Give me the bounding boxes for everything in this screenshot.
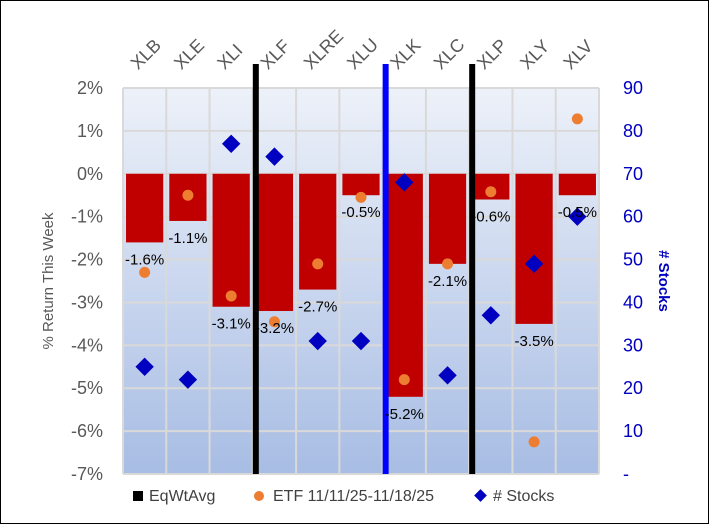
stocks-point — [265, 147, 284, 166]
bar-data-label: -5.2% — [385, 406, 424, 423]
x-tick-label: XLC — [430, 34, 469, 73]
etf-point — [182, 189, 194, 201]
stocks-point — [308, 331, 327, 351]
bar-eqwtavg — [299, 173, 337, 290]
x-tick-label: XLY — [516, 36, 553, 73]
bar-data-label: -2.7% — [298, 299, 337, 316]
bar-data-label: -3.2% — [255, 320, 294, 337]
y2-tick-label: 70 — [623, 164, 643, 184]
y2-tick-label: 90 — [623, 78, 643, 98]
y2-tick-label: 80 — [623, 121, 643, 141]
x-tick-label: XLI — [213, 40, 246, 73]
etf-point — [398, 374, 410, 386]
x-tick-label: XLRE — [300, 26, 347, 73]
y2-tick-label: 10 — [623, 421, 643, 441]
bar-eqwtavg — [212, 173, 250, 307]
bar-data-label: -3.1% — [212, 316, 251, 333]
bar-eqwtavg — [342, 173, 380, 196]
x-tick-label: XLV — [559, 36, 596, 73]
bar-eqwtavg — [515, 173, 553, 324]
y-tick-label: -4% — [71, 335, 103, 355]
x-tick-label: XLE — [170, 35, 208, 73]
bar-data-label: -3.5% — [514, 333, 553, 350]
stocks-point — [568, 207, 587, 226]
y-tick-label: -3% — [71, 292, 103, 312]
etf-point — [312, 258, 324, 270]
y2-tick-label: 20 — [623, 378, 643, 398]
bar-data-label: -0.6% — [471, 209, 510, 226]
stocks-point — [221, 134, 241, 153]
bar-data-label: -1.1% — [168, 230, 207, 247]
y2-axis-label: # Stocks — [655, 250, 672, 312]
x-tick-label: XLK — [386, 35, 424, 73]
y-tick-label: 2% — [77, 78, 103, 98]
stocks-point — [135, 357, 154, 376]
legend: EqWtAvg ETF 11/11/25-11/18/25 # Stocks — [133, 488, 554, 505]
x-tick-label: XLP — [473, 35, 511, 73]
stocks-point — [524, 254, 544, 274]
stocks-point — [178, 370, 198, 389]
legend-label-etf: ETF 11/11/25-11/18/25 — [273, 488, 434, 505]
legend-label-eqwtavg: EqWtAvg — [149, 488, 215, 505]
bar-data-label: -1.6% — [125, 251, 164, 268]
etf-point — [225, 290, 237, 302]
stocks-point — [351, 331, 371, 351]
etf-point — [139, 266, 151, 278]
etf-point — [268, 316, 280, 328]
etf-point — [355, 191, 367, 203]
bar-eqwtavg — [428, 173, 467, 264]
bar-eqwtavg — [385, 173, 423, 397]
x-tick-label: XLF — [257, 36, 294, 73]
bar-data-label: -0.5% — [341, 204, 380, 221]
y2-tick-label: - — [623, 464, 629, 484]
bar-eqwtavg — [558, 173, 596, 196]
stocks-point — [438, 366, 457, 385]
y-tick-label: 0% — [77, 164, 103, 184]
bar-data-label: -0.5% — [558, 204, 597, 221]
bar-eqwtavg — [126, 173, 164, 243]
y2-tick-label: 50 — [623, 250, 643, 270]
stocks-point — [481, 306, 501, 325]
y2-tick-label: 30 — [623, 335, 643, 355]
y-tick-label: -2% — [71, 250, 103, 270]
stocks-point — [395, 173, 414, 192]
y-axis-label: % Return This Week — [40, 212, 57, 349]
y2-tick-label: 40 — [623, 292, 643, 312]
etf-point — [528, 436, 540, 448]
y-tick-label: -1% — [71, 207, 103, 227]
legend-marker-etf — [254, 491, 264, 501]
y-tick-label: -7% — [71, 464, 103, 484]
etf-point — [442, 258, 454, 270]
legend-label-stocks: # Stocks — [493, 488, 554, 505]
y-tick-label: 1% — [77, 121, 103, 141]
etf-point — [571, 113, 583, 125]
x-tick-label: XLU — [343, 34, 382, 73]
x-tick-label: XLB — [127, 35, 165, 73]
bar-data-label: -2.1% — [428, 273, 467, 290]
y-tick-label: -6% — [71, 421, 103, 441]
y2-tick-label: 60 — [623, 207, 643, 227]
legend-marker-eqwtavg — [133, 491, 143, 501]
etf-point — [485, 186, 497, 198]
y-tick-label: -5% — [71, 378, 103, 398]
legend-marker-stocks — [474, 489, 487, 502]
bar-eqwtavg — [255, 173, 294, 312]
